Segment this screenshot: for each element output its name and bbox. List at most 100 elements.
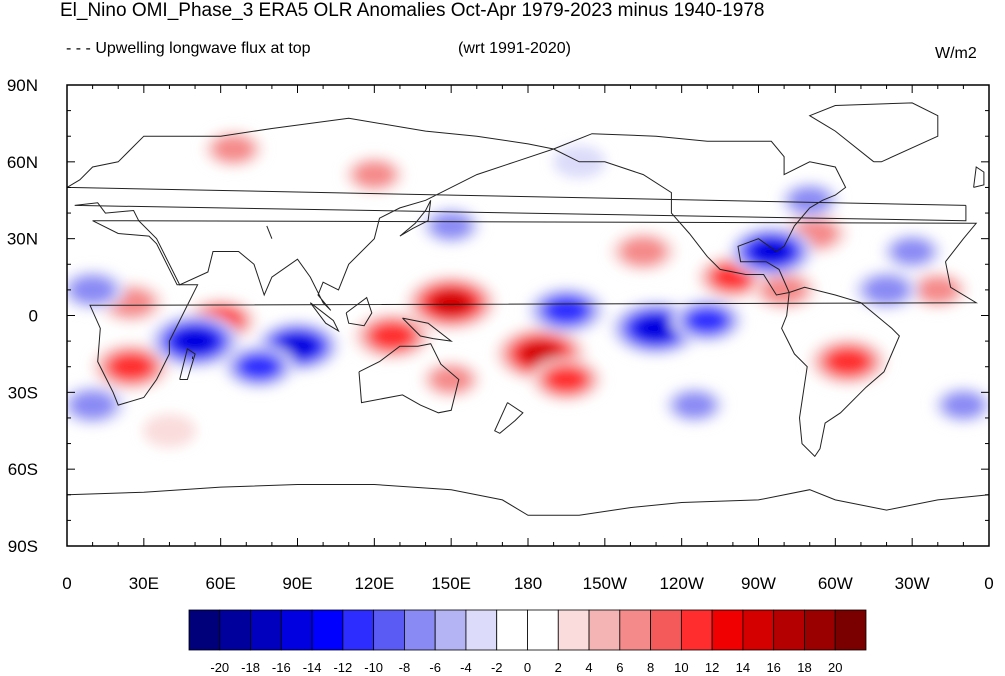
anomaly-blob — [634, 315, 678, 342]
latitude-axis: 90N 60N 30N 0 30S 60S 90S — [7, 76, 38, 556]
colorbar-box — [404, 609, 436, 651]
reference-period: (wrt 1991-2020) — [458, 40, 571, 57]
colorbar-box — [773, 609, 805, 651]
colorbar-label: 10 — [674, 660, 688, 675]
anomaly-blob — [619, 237, 667, 266]
colorbar-label: 18 — [797, 660, 811, 675]
anomaly-blob — [370, 322, 415, 350]
colorbar-label: -16 — [272, 660, 291, 675]
colorbar-box — [434, 609, 467, 651]
lat-tick-label: 0 — [29, 307, 38, 326]
colorbar-box — [650, 609, 682, 651]
colorbar-label: 16 — [766, 660, 780, 675]
colorbar-box — [342, 609, 375, 651]
map-area — [66, 84, 990, 547]
lon-tick-label: 90W — [741, 574, 776, 593]
anomaly-blob — [109, 353, 153, 381]
anomaly-blob — [826, 348, 871, 375]
colorbar-label: 14 — [736, 660, 750, 675]
colorbar-label: 0 — [524, 660, 531, 675]
coastline-antarctica — [67, 484, 989, 516]
coastline-australia — [358, 343, 460, 414]
lon-tick-label: 60E — [206, 574, 236, 593]
coastline-uk — [973, 166, 985, 188]
lon-tick-label: 30E — [129, 574, 159, 593]
colorbar-box — [557, 609, 590, 651]
units-label: W/m2 — [935, 45, 977, 62]
colorbar-box — [496, 609, 528, 651]
anomaly-blob — [544, 297, 589, 324]
anomaly-blob — [863, 275, 910, 305]
variable-description: - - - Upwelling longwave flux at top — [66, 40, 311, 57]
coastline-borneo — [345, 296, 373, 327]
anomaly-blob — [69, 275, 116, 305]
colorbar-label: -20 — [210, 660, 229, 675]
colorbar-box — [834, 609, 867, 651]
colorbar-box — [188, 609, 221, 651]
plot-title: El_Nino OMI_Phase_3 ERA5 OLR Anomalies O… — [60, 0, 765, 21]
colorbar-box — [619, 609, 651, 651]
anomaly-blob — [429, 212, 473, 240]
lon-tick-label: 180 — [514, 574, 542, 593]
colorbar-label: -4 — [460, 660, 472, 675]
lat-tick-label: 90N — [7, 76, 38, 95]
colorbar-box — [804, 609, 836, 651]
lat-tick-label: 30S — [8, 383, 38, 402]
anomaly-blob — [277, 334, 318, 359]
anomaly-blob — [760, 275, 808, 305]
colorbar-label: -18 — [241, 660, 260, 675]
anomaly-blob — [212, 135, 255, 163]
anomaly-blob — [751, 239, 792, 264]
lat-tick-label: 60S — [8, 460, 38, 479]
coastlines — [67, 102, 989, 516]
anomaly-blob — [673, 391, 716, 419]
anomaly-blob — [788, 187, 832, 214]
colorbar-box — [373, 609, 405, 651]
coastline-madagascar — [179, 347, 196, 380]
colorbar-box — [711, 609, 744, 651]
coastline-new-guinea — [402, 317, 453, 342]
anomaly-blob — [353, 161, 396, 188]
colorbar-box — [742, 609, 775, 651]
colorbar-box — [588, 609, 621, 651]
coastline-eurasia — [67, 117, 967, 311]
axis-ticks — [66, 84, 990, 547]
colorbar-box — [527, 609, 559, 651]
coastline-sumatra — [309, 302, 340, 333]
anomaly-blob — [69, 390, 116, 420]
colorbar-label: -6 — [429, 660, 441, 675]
colorbar-label: -8 — [399, 660, 411, 675]
anomaly-blob — [238, 354, 280, 380]
lon-tick-label: 0 — [984, 574, 993, 593]
colorbar-label: 6 — [616, 660, 623, 675]
colorbar-label: -10 — [364, 660, 383, 675]
colorbar-label: 20 — [828, 660, 842, 675]
colorbar: -20 -18 -16 -14 -12 -10 -8 -6 -4 -2 0 2 4 6 8 10 12 14 16 1… — [188, 609, 867, 675]
lon-tick-label: 0 — [62, 574, 71, 593]
lon-tick-label: 60W — [818, 574, 853, 593]
lat-tick-label: 30N — [7, 230, 38, 249]
colorbar-label: -14 — [303, 660, 322, 675]
coastline-nz — [494, 402, 524, 434]
anomaly-blob — [890, 238, 934, 265]
lon-tick-label: 90E — [282, 574, 312, 593]
anomaly-blob — [686, 308, 728, 334]
coastline-japan — [399, 200, 432, 237]
lon-tick-label: 150W — [583, 574, 627, 593]
lat-tick-label: 60N — [7, 153, 38, 172]
anomaly-blob — [143, 414, 196, 448]
anomaly-blob — [916, 276, 960, 304]
lon-tick-label: 120W — [659, 574, 703, 593]
colorbar-label: 2 — [555, 660, 562, 675]
longitude-axis: 0 30E 60E 90E 120E 150E 180 150W 120W 90W 60W 30W 0 — [62, 574, 993, 593]
colorbar-label: 8 — [647, 660, 654, 675]
lat-tick-label: 90S — [8, 537, 38, 556]
coastline-n-america — [553, 133, 847, 296]
coastline-africa — [89, 220, 978, 406]
anomaly-blob — [430, 289, 473, 316]
colorbar-box — [219, 609, 251, 651]
anomaly-blob — [712, 264, 754, 290]
anomaly-blob — [173, 328, 217, 354]
coastline-greenland — [808, 102, 939, 163]
